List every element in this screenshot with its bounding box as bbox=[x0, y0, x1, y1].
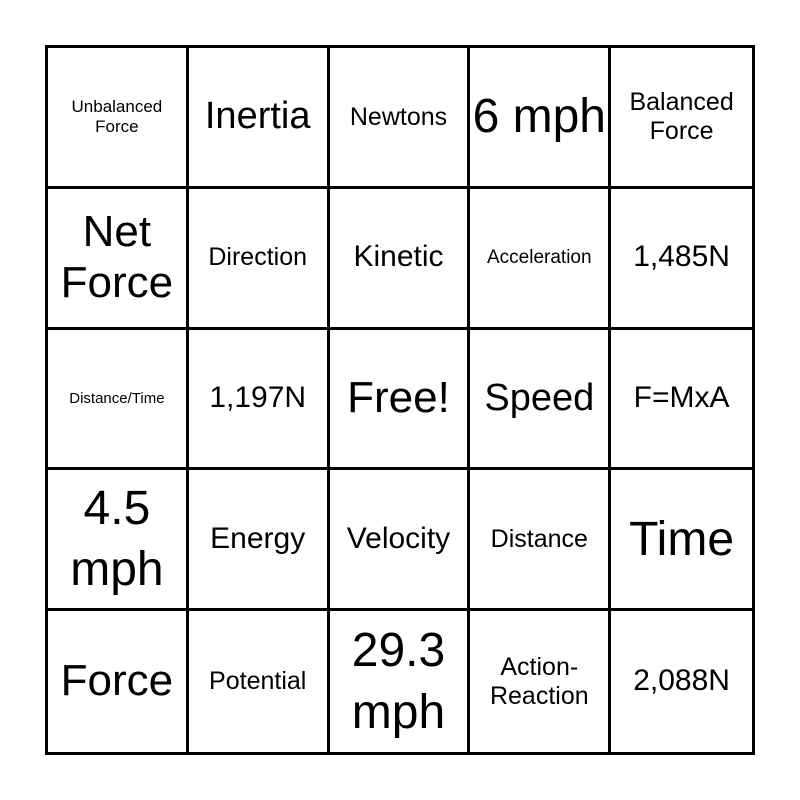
bingo-cell-r3-c1[interactable]: Distance/Time bbox=[48, 329, 189, 471]
bingo-cell-r4-c2[interactable]: Energy bbox=[188, 470, 330, 612]
bingo-cell-r2-c3[interactable]: Kinetic bbox=[329, 188, 471, 330]
bingo-cell-r4-c3[interactable]: Velocity bbox=[329, 470, 471, 612]
bingo-cell-r4-c5[interactable]: Time bbox=[611, 470, 752, 612]
bingo-cell-r3-c5[interactable]: F=MxA bbox=[611, 330, 752, 471]
bingo-cell-r5-c4[interactable]: Action-Reaction bbox=[470, 611, 612, 752]
bingo-cell-r1-c4[interactable]: 6 mph bbox=[470, 48, 612, 189]
bingo-cell-r1-c5[interactable]: Balanced Force bbox=[611, 48, 752, 189]
bingo-cell-r2-c1[interactable]: Net Force bbox=[48, 188, 189, 330]
bingo-cell-r1-c3[interactable]: Newtons bbox=[329, 48, 471, 189]
bingo-cell-r5-c1[interactable]: Force bbox=[48, 611, 189, 752]
bingo-cell-r5-c2[interactable]: Potential bbox=[189, 611, 330, 752]
bingo-cell-r1-c1[interactable]: Unbalanced Force bbox=[48, 48, 189, 189]
bingo-cell-r2-c5[interactable]: 1,485N bbox=[611, 189, 752, 330]
bingo-cell-r4-c1[interactable]: 4.5 mph bbox=[48, 470, 189, 612]
bingo-cell-r3-c3-free[interactable]: Free! bbox=[329, 329, 471, 471]
bingo-cell-r2-c2[interactable]: Direction bbox=[188, 188, 330, 330]
bingo-cell-r2-c4[interactable]: Acceleration bbox=[470, 188, 612, 330]
bingo-board: Unbalanced Force Inertia Newtons 6 mph B… bbox=[45, 45, 755, 755]
bingo-cell-r5-c5[interactable]: 2,088N bbox=[633, 664, 730, 698]
bingo-cell-r4-c4[interactable]: Distance bbox=[470, 470, 612, 612]
bingo-cell-r1-c2[interactable]: Inertia bbox=[188, 48, 330, 189]
bingo-cell-r5-c3[interactable]: 29.3 mph bbox=[330, 611, 471, 752]
bingo-cell-r3-c2[interactable]: 1,197N bbox=[188, 329, 330, 471]
bingo-cell-r3-c4[interactable]: Speed bbox=[470, 329, 612, 471]
